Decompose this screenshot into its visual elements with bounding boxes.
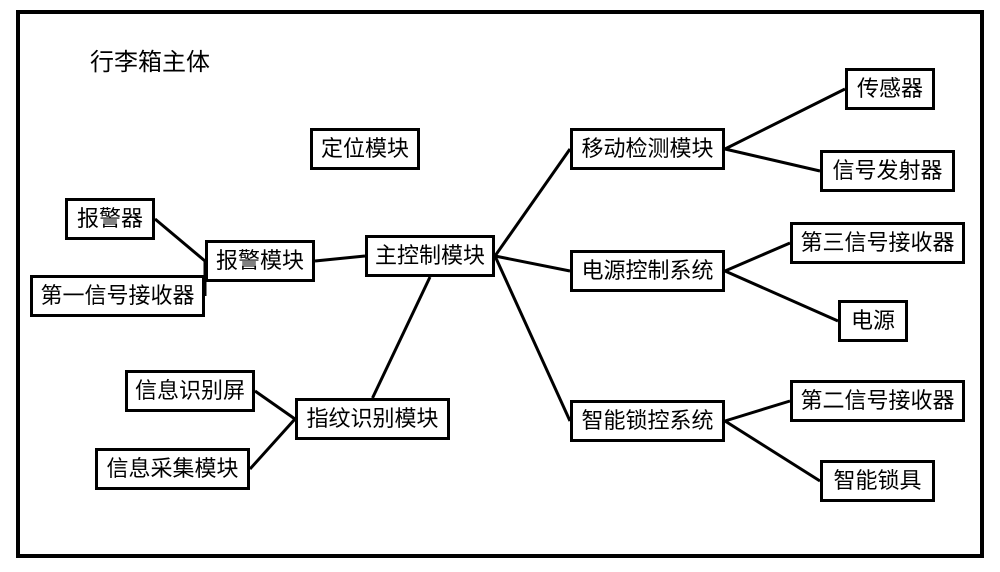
node-label: 定位模块 (321, 138, 409, 160)
node-sig_tx: 信号发射器 (820, 150, 955, 192)
node-label: 智能锁具 (833, 470, 921, 492)
node-label: 智能锁控系统 (582, 410, 714, 432)
node-smart_lock: 智能锁具 (820, 460, 935, 502)
node-smart_lock_sys: 智能锁控系统 (570, 400, 725, 442)
node-label: 信号发射器 (833, 160, 943, 182)
node-label: 指纹识别模块 (307, 408, 439, 430)
node-sig_rx1: 第一信号接收器 (30, 275, 205, 317)
diagram-canvas: 行李箱主体 主控制模块 定位模块 移动检测模块电源控制系统智能锁控系统 传感器信号发射… (0, 0, 1000, 572)
node-label: 第三信号接收器 (801, 232, 955, 254)
node-label: 电源控制系统 (582, 260, 714, 282)
node-sensor: 传感器 (845, 68, 935, 110)
node-label: 第一信号接收器 (41, 285, 195, 307)
node-label: 报警模块 (216, 250, 304, 272)
node-fp_module: 指纹识别模块 (295, 398, 450, 440)
node-info_collect: 信息采集模块 (95, 448, 250, 490)
node-label: 第二信号接收器 (801, 390, 955, 412)
node-alarm_module: 报警模块 (205, 240, 315, 282)
node-label: 报警器 (77, 208, 143, 230)
node-power_ctrl: 电源控制系统 (570, 250, 725, 292)
node-info_screen: 信息识别屏 (125, 370, 255, 412)
node-label: 移动检测模块 (582, 138, 714, 160)
node-pos_module: 定位模块 (310, 128, 420, 170)
node-label: 传感器 (857, 78, 923, 100)
node-main_ctrl: 主控制模块 (365, 235, 495, 277)
node-sig_rx3: 第三信号接收器 (790, 222, 965, 264)
node-power: 电源 (838, 300, 908, 342)
node-label: 信息识别屏 (135, 380, 245, 402)
node-sig_rx2: 第二信号接收器 (790, 380, 965, 422)
node-move_detect: 移动检测模块 (570, 128, 725, 170)
node-alarm: 报警器 (65, 198, 155, 240)
diagram-title: 行李箱主体 (90, 42, 210, 77)
node-label: 主控制模块 (375, 245, 485, 267)
node-label: 信息采集模块 (107, 458, 239, 480)
node-label: 电源 (851, 310, 895, 332)
